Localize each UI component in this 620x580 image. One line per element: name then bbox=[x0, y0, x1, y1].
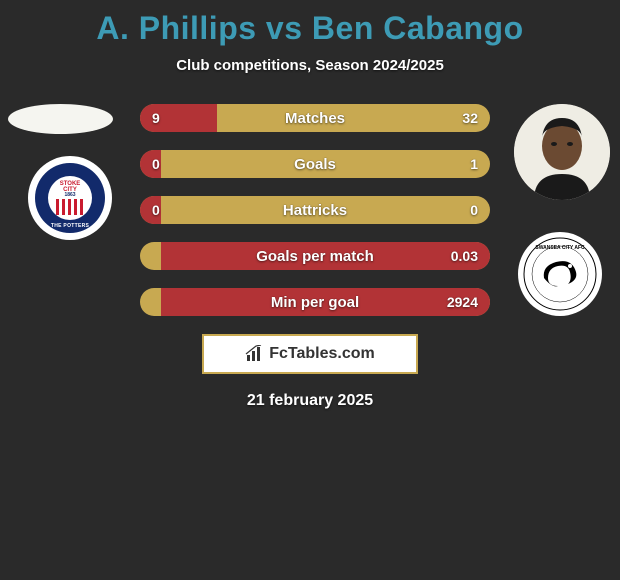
comparison-bars: 9 Matches 32 0 Goals 1 0 Hattricks 0 Goals per ma… bbox=[140, 104, 490, 316]
brand-box[interactable]: FcTables.com bbox=[202, 334, 418, 374]
player-left-avatar bbox=[8, 104, 113, 134]
stat-right-value: 0.03 bbox=[451, 248, 478, 264]
stat-right-value: 0 bbox=[470, 202, 478, 218]
stat-right-value: 32 bbox=[462, 110, 478, 126]
brand-text: FcTables.com bbox=[269, 345, 375, 363]
avatar-right-svg bbox=[514, 104, 610, 200]
stat-left-value: 0 bbox=[152, 156, 160, 172]
stat-bar: Min per goal 2924 bbox=[140, 288, 490, 316]
club-right-badge: SWANSEA CITY AFC bbox=[518, 232, 602, 316]
comparison-date: 21 february 2025 bbox=[0, 392, 620, 410]
comparison-content: STOKECITY 1863 THE POTTERS SWANSEA CITY … bbox=[0, 104, 620, 410]
page-subtitle: Club competitions, Season 2024/2025 bbox=[0, 57, 620, 74]
stat-bar: 0 Hattricks 0 bbox=[140, 196, 490, 224]
bar-chart-icon bbox=[245, 345, 265, 363]
stoke-city-badge-icon: STOKECITY 1863 THE POTTERS bbox=[35, 163, 105, 233]
stat-right-value: 1 bbox=[470, 156, 478, 172]
stat-bar: 0 Goals 1 bbox=[140, 150, 490, 178]
stat-bar: 9 Matches 32 bbox=[140, 104, 490, 132]
stat-label: Matches bbox=[285, 110, 345, 127]
stat-left-value: 0 bbox=[152, 202, 160, 218]
stat-label: Goals per match bbox=[256, 248, 374, 265]
page-title: A. Phillips vs Ben Cabango bbox=[0, 0, 620, 47]
svg-text:SWANSEA CITY AFC: SWANSEA CITY AFC bbox=[535, 245, 585, 251]
stat-left-value: 9 bbox=[152, 110, 160, 126]
stat-right-value: 2924 bbox=[447, 294, 478, 310]
stat-label: Goals bbox=[294, 156, 336, 173]
stat-label: Hattricks bbox=[283, 202, 347, 219]
club-left-badge: STOKECITY 1863 THE POTTERS bbox=[28, 156, 112, 240]
stat-bar: Goals per match 0.03 bbox=[140, 242, 490, 270]
swansea-city-badge-icon: SWANSEA CITY AFC bbox=[522, 236, 598, 312]
stat-label: Min per goal bbox=[271, 294, 359, 311]
player-right-avatar bbox=[514, 104, 610, 200]
